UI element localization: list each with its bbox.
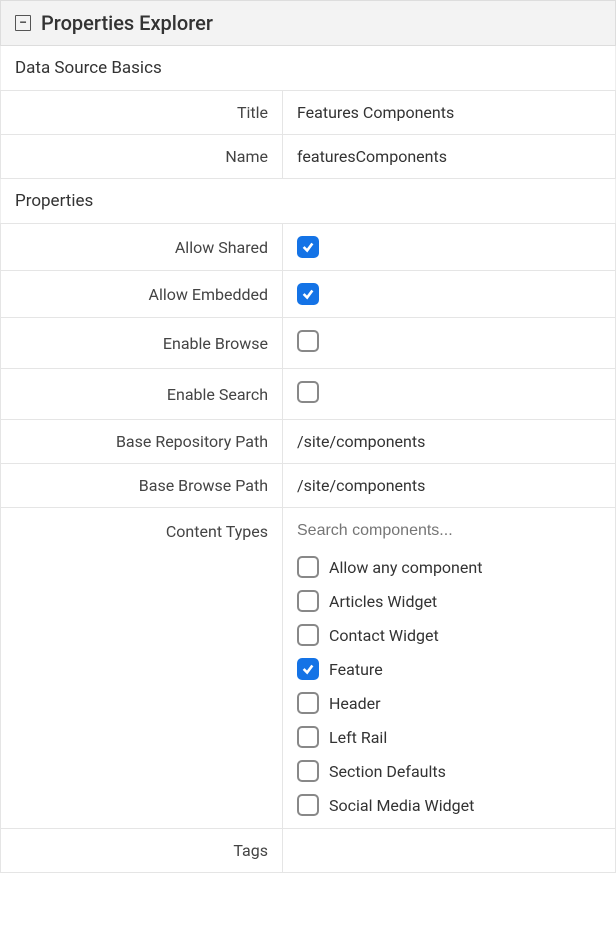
panel-header: − Properties Explorer	[0, 0, 616, 46]
enable-browse-label: Enable Browse	[1, 318, 283, 369]
component-item: Left Rail	[297, 726, 601, 748]
component-checkbox[interactable]	[297, 556, 319, 578]
component-checkbox[interactable]	[297, 624, 319, 646]
component-checkbox[interactable]	[297, 692, 319, 714]
content-types-search-input[interactable]	[297, 522, 601, 546]
base-repo-path-value[interactable]: /site/components	[283, 420, 616, 464]
title-value[interactable]: Features Components	[283, 91, 616, 135]
component-label: Header	[329, 694, 381, 713]
component-checkbox[interactable]	[297, 794, 319, 816]
component-item: Articles Widget	[297, 590, 601, 612]
allow-shared-checkbox[interactable]	[297, 236, 319, 258]
base-browse-path-value[interactable]: /site/components	[283, 464, 616, 508]
component-label: Left Rail	[329, 728, 387, 747]
section-basics-heading: Data Source Basics	[0, 46, 616, 90]
component-label: Section Defaults	[329, 762, 446, 781]
name-value[interactable]: featuresComponents	[283, 135, 616, 179]
enable-browse-checkbox[interactable]	[297, 330, 319, 352]
component-item: Feature	[297, 658, 601, 680]
tags-value[interactable]	[283, 829, 616, 873]
component-label: Contact Widget	[329, 626, 439, 645]
enable-search-label: Enable Search	[1, 369, 283, 420]
component-label: Social Media Widget	[329, 796, 474, 815]
component-label: Allow any component	[329, 558, 482, 577]
component-item: Allow any component	[297, 556, 601, 578]
component-checkbox[interactable]	[297, 726, 319, 748]
enable-search-checkbox[interactable]	[297, 381, 319, 403]
component-label: Feature	[329, 660, 383, 679]
component-item: Social Media Widget	[297, 794, 601, 816]
component-checkbox[interactable]	[297, 590, 319, 612]
content-types-label: Content Types	[1, 508, 283, 829]
collapse-icon[interactable]: −	[15, 15, 31, 31]
component-item: Header	[297, 692, 601, 714]
component-checkbox[interactable]	[297, 658, 319, 680]
basics-table: Title Features Components Name featuresC…	[0, 90, 616, 179]
name-label: Name	[1, 135, 283, 179]
section-properties-heading: Properties	[0, 179, 616, 223]
allow-shared-label: Allow Shared	[1, 224, 283, 271]
component-item: Section Defaults	[297, 760, 601, 782]
component-list: Allow any component Articles Widget Contac…	[297, 556, 601, 816]
panel-title: Properties Explorer	[41, 11, 213, 35]
allow-embedded-label: Allow Embedded	[1, 271, 283, 318]
component-checkbox[interactable]	[297, 760, 319, 782]
title-label: Title	[1, 91, 283, 135]
allow-embedded-checkbox[interactable]	[297, 283, 319, 305]
component-item: Contact Widget	[297, 624, 601, 646]
base-repo-path-label: Base Repository Path	[1, 420, 283, 464]
component-label: Articles Widget	[329, 592, 437, 611]
base-browse-path-label: Base Browse Path	[1, 464, 283, 508]
properties-table: Allow Shared Allow Embedded Enable Brows…	[0, 223, 616, 873]
tags-label: Tags	[1, 829, 283, 873]
